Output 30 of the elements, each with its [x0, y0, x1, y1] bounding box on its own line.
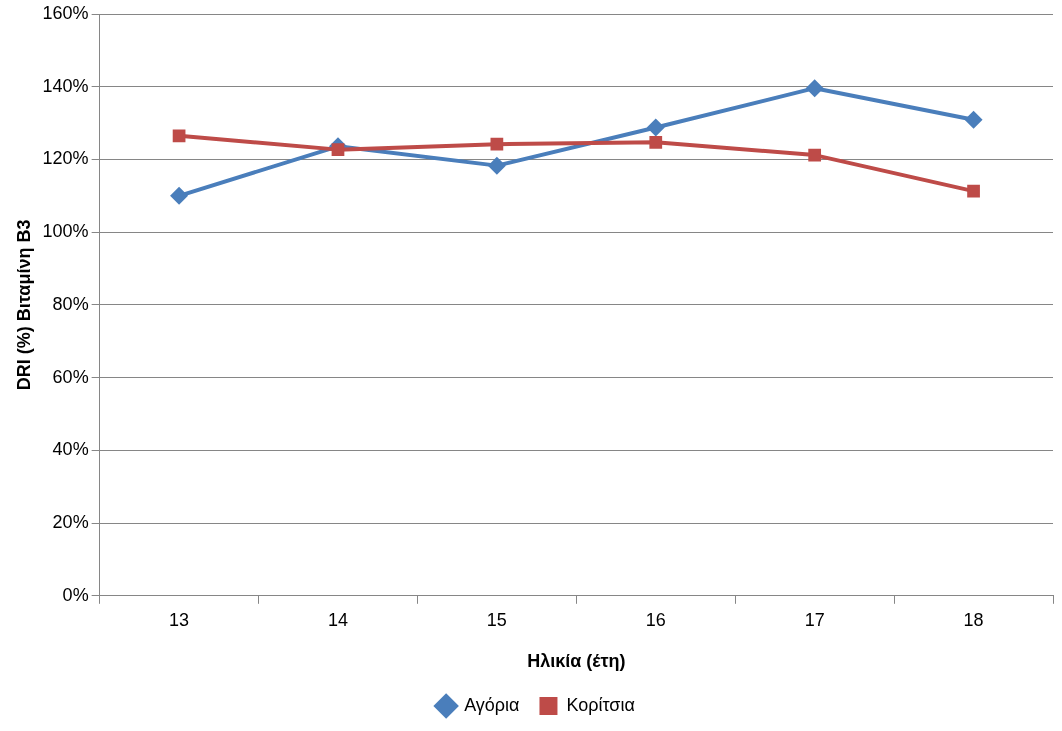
x-tick-label: 18 [963, 609, 984, 630]
y-tick-label: 160% [42, 2, 89, 23]
point [964, 110, 983, 129]
point [649, 136, 663, 149]
point [331, 143, 345, 156]
point [490, 137, 504, 151]
y-tick-label: 60% [52, 366, 89, 387]
y-tick-label: 80% [52, 293, 89, 314]
x-tick-label: 13 [169, 609, 190, 630]
x-axis-title: Ηλικία (έτη) [527, 651, 626, 672]
x-tick-label: 15 [486, 609, 507, 630]
x-tick-label: 14 [327, 609, 348, 630]
y-tick-label: 40% [52, 439, 89, 460]
y-tick-label: 0% [62, 584, 89, 605]
point [808, 148, 822, 162]
point [967, 184, 980, 198]
point [487, 156, 506, 175]
y-tick-label: 20% [52, 512, 89, 533]
x-tick-label: 16 [645, 609, 666, 630]
y-tick-label: 140% [42, 75, 89, 96]
point [646, 118, 665, 137]
point [172, 129, 186, 143]
x-tick-label: 17 [804, 609, 825, 630]
y-axis-title: DRI (%) Βιταμίνη Β3 [13, 219, 34, 391]
y-tick-label: 120% [42, 148, 89, 169]
point [805, 79, 824, 98]
y-tick-label: 100% [42, 221, 89, 242]
point [170, 186, 189, 205]
legend-label: Κορίτσια [566, 694, 635, 715]
legend-label: Αγόρια [464, 694, 520, 715]
